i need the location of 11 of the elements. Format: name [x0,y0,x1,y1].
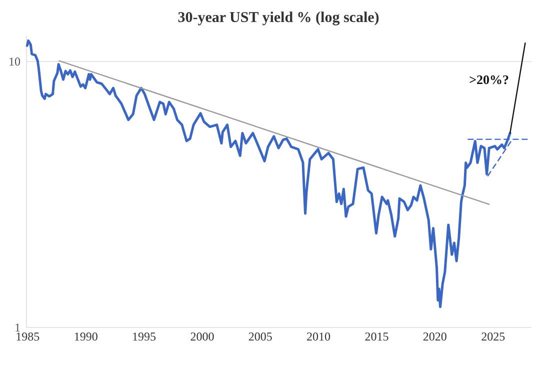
x-tick-label: 1990 [74,330,98,344]
annotation: >20%? [469,72,509,87]
x-tick-label: 2010 [306,330,331,344]
x-tick-label: 2000 [190,330,214,344]
x-tick-label: 2025 [481,330,506,344]
x-tick-label: 2005 [248,330,272,344]
x-tick-label: 1995 [132,330,156,344]
x-tick-label: 2020 [422,330,447,344]
x-tick-label: 2015 [364,330,389,344]
y-tick-label: 10 [8,54,20,68]
chart-title: 30-year UST yield % (log scale) [178,10,380,26]
